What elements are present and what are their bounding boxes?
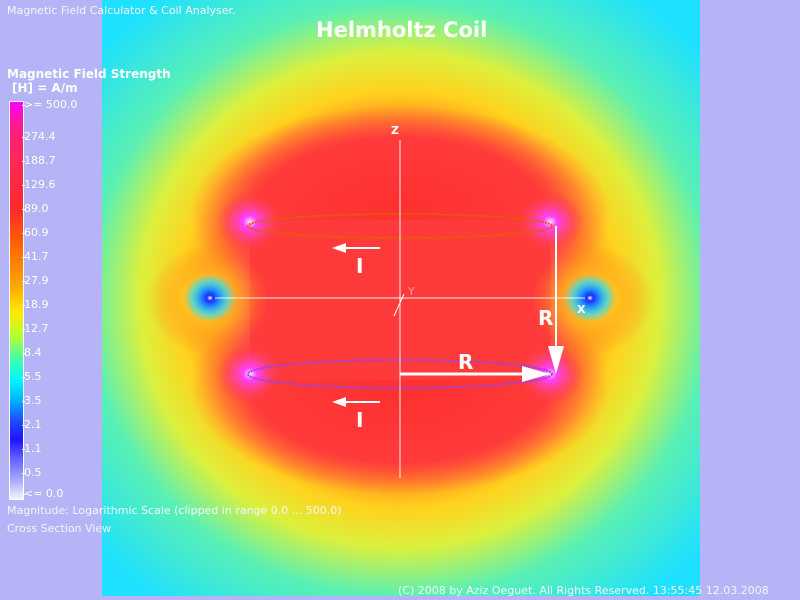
legend-tick: 0.5 [22, 466, 42, 479]
legend-tick: 89.0 [22, 202, 49, 215]
legend-tick: 2.1 [22, 418, 42, 431]
legend-tick: 60.9 [22, 226, 49, 239]
legend-tick: 188.7 [22, 154, 56, 167]
current-label-bottom: I [356, 408, 364, 432]
view-mode-label: Cross Section View [7, 522, 112, 535]
legend-title: Magnetic Field Strength [7, 67, 171, 81]
hotspot-bottom-left [216, 344, 284, 404]
axis-z-label: Z [391, 124, 399, 137]
axis-y-label: Y [408, 285, 415, 298]
legend-tick: 8.4 [22, 346, 42, 359]
scale-description: Magnitude: Logarithmic Scale (clipped in… [7, 504, 342, 517]
color-scale-bar [9, 101, 24, 500]
legend-tick: 5.5 [22, 370, 42, 383]
hotspot-top-left [216, 192, 284, 252]
diagram-title: Helmholtz Coil [316, 18, 488, 42]
app-title: Magnetic Field Calculator & Coil Analyse… [7, 4, 236, 17]
radius-arrow-horizontal-head [522, 366, 550, 382]
legend-tick: 129.6 [22, 178, 56, 191]
radius-label-vertical: R [538, 306, 554, 330]
current-label-top: I [356, 254, 364, 278]
legend-tick: 3.5 [22, 394, 42, 407]
legend-tick: 274.4 [22, 130, 56, 143]
legend-tick: 12.7 [22, 322, 49, 335]
axis-x-label: X [577, 303, 586, 316]
current-arrow-top-head [332, 243, 346, 253]
legend-tick: 18.9 [22, 298, 49, 311]
axis-y-line [393, 293, 405, 317]
legend-tick: 41.7 [22, 250, 49, 263]
null-point-left [184, 274, 236, 322]
legend-unit: [H] = A/m [12, 81, 78, 95]
legend-tick: >= 500.0 [21, 98, 78, 111]
hotspot-top-right [516, 192, 584, 252]
radius-arrow-vertical-head [548, 346, 564, 374]
radius-label-horizontal: R [458, 350, 474, 374]
current-arrow-bottom-head [332, 397, 346, 407]
legend-tick: 27.9 [22, 274, 49, 287]
legend-tick: <= 0.0 [21, 487, 64, 500]
copyright-notice: (C) 2008 by Aziz Oeguet. All Rights Rese… [398, 584, 769, 597]
legend-tick: 1.1 [22, 442, 42, 455]
null-point-right [564, 274, 616, 322]
